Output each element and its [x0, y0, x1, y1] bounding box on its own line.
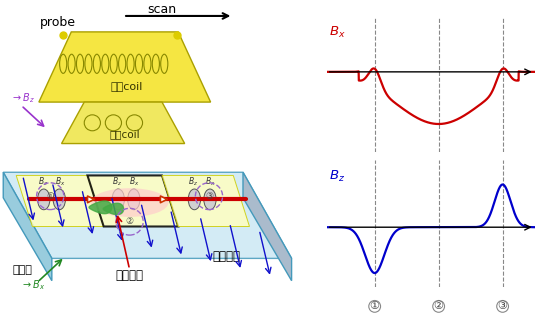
- Text: $B_x$: $B_x$: [129, 175, 140, 188]
- Polygon shape: [3, 172, 52, 281]
- Polygon shape: [39, 32, 211, 102]
- Text: 여자coil: 여자coil: [110, 81, 143, 91]
- Text: ①: ①: [46, 192, 55, 201]
- Polygon shape: [89, 201, 112, 214]
- Polygon shape: [162, 175, 249, 226]
- Text: scan: scan: [147, 3, 177, 16]
- Ellipse shape: [188, 189, 200, 210]
- Ellipse shape: [204, 189, 216, 210]
- Text: ③: ③: [205, 192, 213, 201]
- Text: ②: ②: [434, 301, 444, 311]
- Text: $B_x$: $B_x$: [205, 175, 216, 188]
- Text: $B_x$: $B_x$: [55, 175, 65, 188]
- Ellipse shape: [127, 189, 140, 210]
- Text: ②: ②: [125, 217, 134, 226]
- Ellipse shape: [38, 189, 50, 210]
- Text: ①: ①: [370, 301, 380, 311]
- Text: ③: ③: [498, 301, 508, 311]
- Text: $B_z$: $B_z$: [188, 175, 199, 188]
- Polygon shape: [3, 172, 292, 258]
- Ellipse shape: [53, 189, 65, 210]
- Polygon shape: [103, 203, 124, 215]
- Polygon shape: [62, 102, 185, 144]
- Text: 検査面: 検査面: [13, 264, 33, 275]
- Text: $B_z$: $B_z$: [112, 175, 123, 188]
- Polygon shape: [87, 175, 178, 226]
- Text: $B_x$: $B_x$: [329, 25, 346, 40]
- Ellipse shape: [112, 189, 124, 210]
- Polygon shape: [16, 175, 104, 226]
- Text: 표면결함: 표면결함: [116, 270, 144, 282]
- Text: 유도전류: 유도전류: [213, 250, 241, 263]
- Polygon shape: [243, 172, 292, 281]
- Ellipse shape: [91, 188, 168, 217]
- Text: $B_z$: $B_z$: [329, 169, 346, 184]
- Text: $\rightarrow B_z$: $\rightarrow B_z$: [11, 92, 36, 105]
- Text: $\rightarrow B_x$: $\rightarrow B_x$: [21, 278, 46, 292]
- Text: 검출coil: 검출coil: [110, 130, 140, 140]
- Text: $B_z$: $B_z$: [38, 175, 48, 188]
- Text: probe: probe: [40, 16, 76, 29]
